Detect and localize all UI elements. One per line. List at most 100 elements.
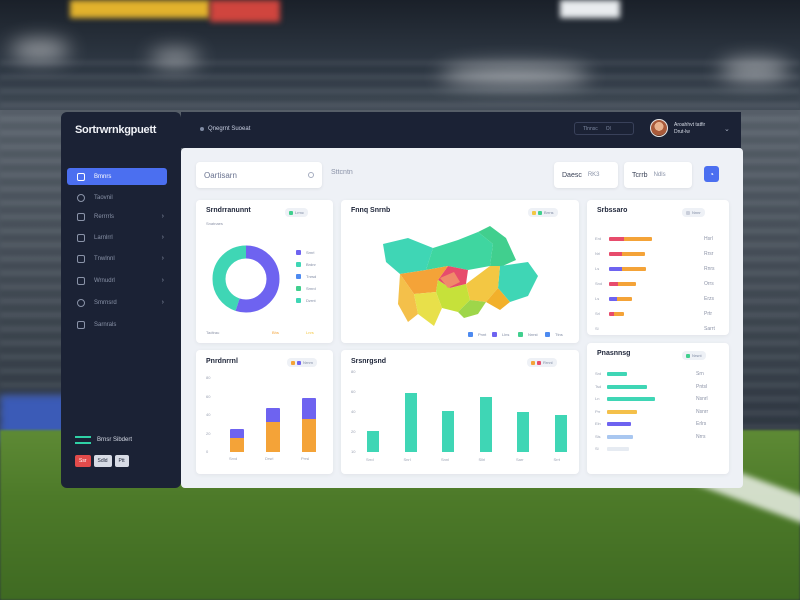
header-selector-value: Ol	[605, 125, 611, 132]
map-region	[458, 300, 486, 318]
bar-label: Snd	[595, 281, 603, 286]
sidebar-item-0[interactable]: Bmnrs	[67, 168, 167, 185]
card-filter-pill[interactable]: Nnnr	[682, 208, 705, 217]
y-tick-label: 20	[351, 429, 356, 434]
map-region	[486, 288, 510, 310]
stadium-light	[440, 65, 590, 85]
sidebar-item-label: Wrnudrl	[94, 277, 115, 284]
y-tick-label: 60	[351, 389, 356, 394]
y-tick-label: 40	[351, 409, 356, 414]
sidebar-item-4[interactable]: Tnwlnnl ›	[67, 250, 167, 267]
card-filter-pill[interactable]: Brrns	[528, 208, 558, 217]
chevron-right-icon: ›	[161, 234, 164, 241]
background-sky	[0, 0, 800, 120]
bar-value: Erzs	[704, 296, 714, 302]
x-tick-label: Prrsl	[301, 456, 310, 461]
filter-label[interactable]: Sttcntn	[331, 169, 353, 176]
stacked-bar-segment	[266, 407, 280, 423]
grid-icon	[77, 233, 85, 242]
x-tick-label: Srrt	[553, 457, 560, 462]
sidebar-footer[interactable]: Brnsr Sibdert	[75, 436, 132, 444]
card-filter-pill[interactable]: Nrsnt	[682, 351, 706, 360]
legend-label: Nnrst	[528, 332, 538, 337]
bar-value: Pntsl	[696, 383, 708, 390]
legend-label: Brdnr	[306, 262, 316, 267]
pill-label: Rrnnl	[543, 360, 553, 365]
y-tick-label: 60	[206, 393, 211, 399]
card-filter-pill[interactable]: Lrmc	[285, 208, 308, 217]
legend-label: Dzrnt	[306, 298, 316, 303]
bar	[517, 412, 529, 452]
x-tick-label: Sarr	[516, 457, 524, 462]
dashboard-icon	[77, 172, 85, 181]
legend-label: Ttns	[555, 332, 563, 337]
bar-label: Srd	[595, 371, 602, 376]
x-tick-label: Srrd	[366, 457, 374, 462]
chevron-down-icon[interactable]: ⌄	[724, 126, 730, 133]
sidebar-item-5[interactable]: Wrnudrl ›	[67, 272, 167, 289]
sidebar-item-6[interactable]: Smrnsrd ›	[67, 294, 167, 311]
card-title: Fnnq Snrnb	[351, 207, 391, 214]
card-footer-mid: Bhs	[272, 330, 279, 335]
progress-bar	[607, 397, 655, 401]
bar-label: Sl	[595, 446, 599, 451]
bar-label: Prr	[595, 408, 601, 414]
user-icon	[77, 298, 85, 307]
badge[interactable]: Ptt	[114, 455, 129, 467]
stacked-bar-segment	[230, 428, 244, 439]
pill-label: Nnnr	[692, 210, 701, 215]
card-subtitle: Snatnaes	[206, 221, 223, 226]
stacked-bar-segment	[230, 438, 244, 452]
badge[interactable]: Sdld	[93, 455, 112, 467]
card-title: Srbssaro	[597, 207, 628, 214]
scoreboard-light	[560, 0, 620, 18]
brand-title: Sortrwrnkgpuett	[75, 124, 157, 136]
ranking-bar	[614, 312, 624, 316]
sidebar-item-3[interactable]: Larnlrrl ›	[67, 229, 167, 246]
card-filter-pill[interactable]: Rrnnl	[527, 358, 557, 367]
map-region	[478, 226, 516, 268]
sidebar-item-2[interactable]: Rerrrrls ›	[67, 208, 167, 225]
ranking-bar	[609, 267, 622, 271]
bar-label: Ls	[595, 266, 600, 271]
ranking-bar	[621, 267, 646, 271]
sidebar-item-7[interactable]: Sarnrals	[67, 316, 167, 333]
y-tick-label: 80	[206, 375, 211, 380]
x-tick-label: Drsrl	[265, 456, 274, 461]
card-filter-pill[interactable]: Nrnm	[287, 358, 317, 367]
progress-bar	[607, 372, 627, 376]
pill-label: Nrnm	[303, 360, 313, 365]
bell-icon[interactable]: ◔	[704, 166, 719, 182]
map-region	[440, 272, 460, 288]
user-info[interactable]: Aroahhvt tatfir Drut-lw	[674, 122, 705, 136]
bar-label: Srl	[595, 311, 600, 316]
card-footer-right: Lnrs	[306, 330, 314, 335]
user-role: Drut-lw	[674, 129, 690, 135]
legend-item: Llns	[492, 332, 509, 337]
bar-card	[341, 350, 579, 474]
status-dot-icon	[200, 127, 204, 131]
avatar[interactable]	[650, 119, 668, 137]
sidebar-item-1[interactable]: Taovnil	[67, 189, 167, 206]
scoreboard-light	[70, 0, 210, 18]
search-input[interactable]: Oartisarn	[196, 162, 322, 188]
map-region	[414, 292, 442, 326]
sidebar-item-label: Tnwlnnl	[94, 255, 115, 262]
legend-item: Srnrl	[296, 250, 314, 255]
x-tick-label: Snnl	[441, 457, 450, 462]
team-select[interactable]: Tcrrb Ndls	[624, 162, 692, 188]
stacked-bar-segment	[302, 398, 316, 419]
season-select[interactable]: Daesc RK3	[554, 162, 618, 188]
legend-label: Llns	[502, 332, 510, 337]
chart-icon	[77, 193, 85, 202]
sidebar-item-label: Smrnsrd	[94, 299, 117, 306]
legend-label: Tnrsd	[306, 274, 317, 279]
bar-value: Erlrs	[696, 421, 707, 427]
stacked-bar-segment	[266, 422, 280, 452]
chevron-right-icon: ›	[161, 255, 164, 262]
bar	[554, 415, 567, 452]
map-region	[498, 262, 538, 302]
header-selector[interactable]: Tlnnsc Ol	[574, 122, 634, 135]
badge[interactable]: Ssr	[75, 455, 91, 467]
calendar-icon	[77, 212, 85, 221]
